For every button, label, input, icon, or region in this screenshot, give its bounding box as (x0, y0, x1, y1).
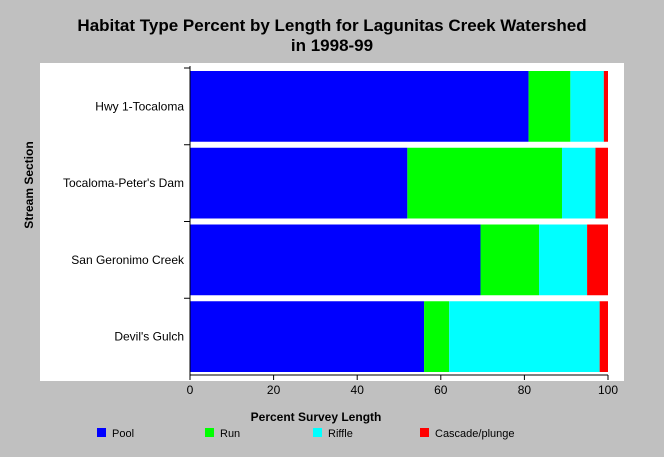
category-label: Hwy 1-Tocaloma (95, 99, 184, 113)
bar-cascade-plunge-1 (595, 147, 608, 219)
x-tick-label: 100 (598, 383, 618, 397)
bar-pool-0 (190, 71, 529, 142)
bar-cascade-plunge-3 (599, 301, 608, 372)
bar-pool-3 (190, 301, 425, 372)
x-axis-label: Percent Survey Length (251, 410, 382, 424)
bar-riffle-0 (570, 71, 604, 142)
bar-run-3 (424, 301, 450, 372)
axes-group: Hwy 1-Tocaloma Tocaloma-Peter's Dam San Ge… (63, 66, 618, 397)
legend-swatch-cascade-plunge (420, 428, 429, 437)
legend-label-riffle: Riffle (328, 428, 353, 440)
bar-riffle-1 (562, 147, 596, 219)
bar-run-0 (528, 71, 571, 142)
legend-swatch-riffle (313, 428, 322, 437)
category-label: Tocaloma-Peter's Dam (63, 176, 184, 190)
bars-group (190, 71, 608, 372)
x-tick-label: 40 (351, 383, 365, 397)
category-label: Devil's Gulch (114, 330, 184, 344)
bar-riffle-2 (539, 224, 588, 296)
chart-title-line1: Habitat Type Percent by Length for Lagun… (77, 16, 586, 35)
legend-swatch-pool (97, 428, 106, 437)
x-tick-label: 0 (187, 383, 194, 397)
bar-run-1 (407, 147, 563, 219)
bar-run-2 (480, 224, 540, 296)
category-label: San Geronimo Creek (71, 253, 185, 267)
x-tick-label: 80 (518, 383, 532, 397)
x-tick-label: 20 (267, 383, 281, 397)
x-tick-label: 60 (434, 383, 448, 397)
y-axis-label: Stream Section (22, 141, 36, 228)
bar-cascade-plunge-0 (603, 71, 608, 142)
legend-label-cascade-plunge: Cascade/plunge (435, 428, 515, 440)
bar-pool-2 (190, 224, 481, 296)
legend-label-pool: Pool (112, 428, 134, 440)
legend-label-run: Run (220, 428, 240, 440)
bar-riffle-3 (449, 301, 600, 372)
legend: Pool Run Riffle Cascade/plunge (97, 428, 515, 440)
chart-title-line2: in 1998-99 (291, 36, 373, 55)
bar-cascade-plunge-2 (587, 224, 608, 296)
bar-pool-1 (190, 147, 408, 219)
legend-swatch-run (205, 428, 214, 437)
